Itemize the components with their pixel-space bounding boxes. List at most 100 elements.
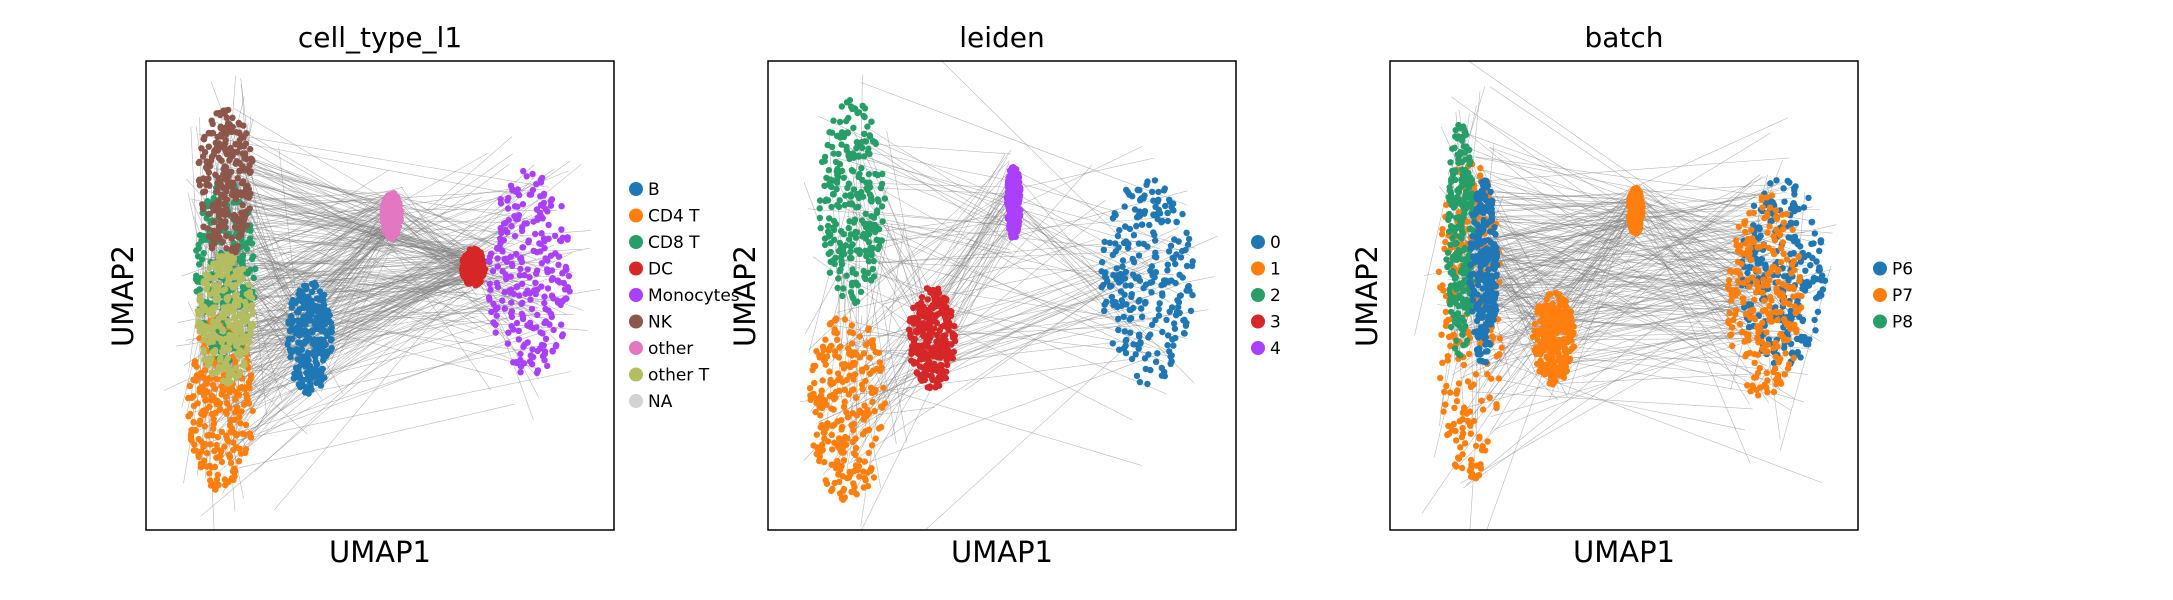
cell-point [1118, 297, 1126, 304]
cell-point [945, 341, 953, 348]
cell-point [298, 341, 305, 349]
cell-point [1170, 200, 1177, 207]
cell-point [868, 442, 876, 449]
cell-point [206, 470, 213, 477]
cell-point [204, 225, 211, 232]
cell-point [1007, 184, 1014, 191]
graph-edge [1482, 252, 1774, 345]
cell-point [529, 186, 537, 194]
cell-point [232, 196, 240, 203]
cell-point [1006, 222, 1013, 229]
cell-point [1467, 430, 1475, 437]
cell-point [502, 226, 509, 234]
cell-point [1120, 313, 1128, 320]
graph-edge [1452, 128, 1714, 222]
cell-point [555, 261, 562, 268]
cell-point [211, 321, 218, 328]
graph-edge [941, 61, 1150, 267]
cell-point [203, 286, 210, 293]
cell-point [859, 366, 866, 373]
cell-point [1467, 225, 1474, 233]
cell-point [486, 296, 493, 303]
graph-edge [1013, 201, 1162, 330]
cell-point [1458, 224, 1465, 231]
graph-edge [223, 238, 531, 313]
cell-point [465, 258, 472, 265]
cell-point [221, 443, 228, 450]
cell-point [821, 458, 828, 466]
graph-edge [214, 168, 539, 221]
graph-edge [1632, 238, 1757, 341]
cell-point [382, 218, 389, 225]
cell-point [224, 318, 232, 325]
cell-point [214, 397, 221, 405]
cell-point [832, 388, 840, 395]
cell-point [201, 133, 208, 141]
graph-edge [1017, 157, 1155, 189]
cell-point [865, 326, 872, 334]
cell-point [1170, 320, 1178, 327]
cell-point [1473, 462, 1481, 469]
cell-point [828, 183, 835, 191]
cell-point [236, 414, 243, 421]
cell-point [1130, 341, 1137, 348]
legend-marker [1251, 235, 1265, 249]
cluster-3 [906, 285, 959, 391]
cell-point [924, 306, 932, 314]
cell-point [936, 382, 943, 389]
cell-point [540, 235, 548, 242]
cell-point [1162, 202, 1169, 210]
cell-point [195, 159, 202, 167]
cell-point [1444, 263, 1451, 271]
cell-point [545, 221, 552, 229]
cell-point [848, 167, 856, 174]
cell-point [867, 384, 875, 391]
graph-edge [1015, 198, 1150, 362]
cell-point [1145, 334, 1152, 341]
cell-point [1158, 219, 1165, 226]
cell-point [475, 277, 482, 284]
cell-point [1130, 232, 1138, 239]
graph-edge [946, 325, 1142, 336]
graph-edge [300, 309, 588, 331]
graph-edge [1489, 86, 1775, 281]
cell-point [213, 110, 220, 117]
legend-label: NA [648, 392, 673, 412]
cell-point [517, 265, 524, 273]
cell-point [1010, 192, 1017, 199]
cell-point [322, 309, 329, 316]
cluster-nk [195, 106, 256, 260]
cell-point [865, 339, 872, 347]
cell-point [848, 322, 856, 329]
cell-point [862, 247, 869, 254]
cell-point [218, 428, 225, 436]
cell-point [1455, 209, 1462, 216]
cell-point [229, 114, 236, 122]
cell-point [1451, 461, 1459, 468]
graph-edge [866, 218, 1011, 245]
cell-point [208, 117, 215, 124]
cell-point [864, 406, 871, 414]
graph-edge [1633, 193, 1768, 210]
graph-edge [1567, 206, 1631, 394]
cell-point [220, 259, 227, 267]
cell-point [1460, 326, 1467, 333]
cell-point [205, 210, 212, 218]
cell-point [235, 372, 242, 379]
cell-point [1122, 268, 1130, 276]
legend-marker [629, 341, 643, 355]
graph-edge [310, 342, 558, 393]
cell-point [218, 133, 225, 140]
cell-point [233, 342, 240, 350]
cell-point [852, 444, 860, 452]
cell-point [831, 395, 838, 403]
cell-point [1443, 256, 1450, 263]
graph-edge [850, 257, 1155, 463]
cell-point [517, 369, 524, 376]
cell-point [852, 234, 860, 241]
graph-edge [237, 403, 515, 469]
cell-point [289, 335, 296, 342]
cell-point [854, 191, 861, 198]
graph-edge [948, 283, 1138, 348]
cell-point [558, 321, 565, 328]
